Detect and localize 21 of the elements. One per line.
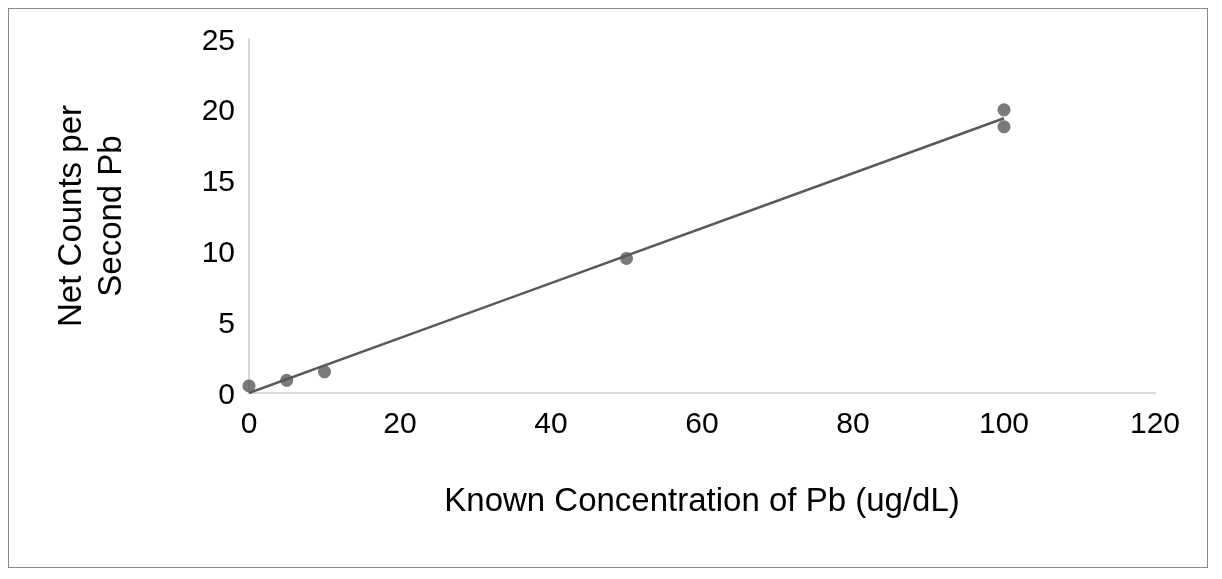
x-axis-title: Known Concentration of Pb (ug/dL) [444, 481, 960, 518]
x-tick-label: 80 [836, 405, 870, 439]
x-tick-label: 40 [534, 405, 568, 439]
y-tick-label: 20 [201, 93, 235, 127]
x-tick-label: 120 [1129, 405, 1181, 439]
x-tick-label: 20 [383, 405, 417, 439]
x-tick-label: 60 [685, 405, 719, 439]
point [997, 103, 1011, 117]
point [620, 251, 633, 265]
point [280, 373, 294, 387]
y-tick-label: 5 [218, 305, 235, 339]
y-tick-label: 25 [201, 22, 235, 56]
x-tick-label: 0 [240, 405, 258, 439]
y-axis-title: Net Counts per Second Pb [50, 105, 128, 327]
y-tick-label: 10 [201, 234, 235, 268]
y-tick-label: 0 [218, 376, 235, 410]
point [242, 379, 256, 393]
point [997, 120, 1011, 134]
y-tick-label: 15 [201, 164, 235, 198]
x-tick-label: 100 [978, 405, 1030, 439]
point [318, 365, 331, 379]
